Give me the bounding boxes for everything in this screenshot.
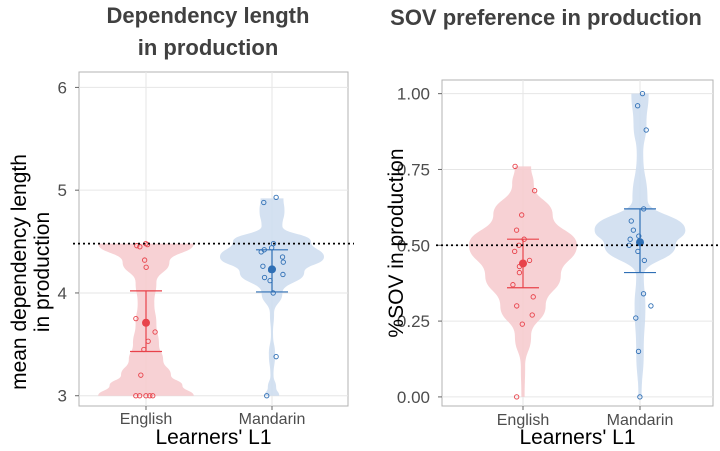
data-point	[635, 348, 642, 355]
data-point	[138, 372, 144, 378]
data-point	[512, 163, 518, 170]
y-tick-label: 0.75	[397, 160, 430, 179]
data-point	[279, 254, 286, 260]
series-english	[98, 240, 194, 399]
data-point	[526, 257, 533, 264]
data-point	[261, 274, 268, 281]
chart-title-sov-preference: SOV preference in production	[372, 2, 720, 34]
data-point	[519, 212, 525, 218]
data-point	[280, 259, 286, 265]
x-tick-label: English	[120, 411, 172, 428]
chart-title-line-1: Dependency length	[106, 3, 310, 28]
violin-mandarin	[220, 198, 324, 396]
data-point	[280, 271, 286, 278]
y-axis-title: in production	[31, 212, 54, 332]
data-point	[519, 321, 525, 327]
data-point	[147, 393, 153, 399]
data-point	[641, 257, 647, 264]
data-point	[648, 303, 654, 309]
chart-title-dependency-length: Dependency length in production	[58, 0, 358, 64]
data-point	[627, 236, 633, 242]
data-point	[514, 303, 520, 309]
data-point	[134, 243, 140, 249]
data-point	[633, 315, 639, 321]
data-point	[634, 103, 641, 109]
data-point	[640, 291, 647, 297]
chart-title-line-2: in production	[137, 35, 279, 60]
data-point	[510, 282, 516, 288]
y-axis-title: %SOV in production	[385, 148, 408, 337]
data-point	[530, 294, 536, 300]
data-point	[150, 393, 156, 399]
data-point	[133, 315, 139, 322]
data-point	[529, 312, 535, 318]
y-tick-label: 4	[58, 284, 67, 303]
chart-panel-1: 0.00 0.25 0.50 0.75 1.00 English MandarinLearn…	[385, 79, 719, 449]
data-point	[639, 90, 646, 97]
mean-point	[636, 238, 644, 247]
series-mandarin	[220, 194, 324, 399]
data-point	[270, 290, 276, 296]
data-point	[513, 227, 520, 233]
x-tick-label: Mandarin	[607, 412, 674, 429]
data-point	[273, 354, 279, 360]
mean-point	[142, 318, 150, 327]
y-tick-label: 1.00	[397, 85, 430, 104]
x-tick-label: English	[497, 412, 549, 429]
data-point	[532, 188, 538, 194]
y-tick-label: 5	[58, 181, 67, 200]
x-axis-title: Learners' L1	[155, 426, 271, 449]
y-tick-label: 0.00	[397, 388, 430, 407]
data-point	[136, 393, 143, 399]
mean-point	[519, 259, 527, 268]
data-point	[637, 394, 643, 400]
data-point	[512, 248, 518, 254]
y-tick-label: 3	[58, 387, 67, 406]
data-point	[144, 242, 151, 248]
data-point	[516, 269, 523, 276]
data-point	[133, 393, 139, 399]
mean-point	[268, 265, 276, 274]
data-point	[141, 257, 148, 263]
y-tick-label: 0.25	[397, 312, 430, 331]
chart-title-line-1: SOV preference in production	[390, 5, 702, 30]
data-point	[643, 127, 649, 133]
data-point	[260, 263, 266, 269]
data-point	[152, 329, 158, 335]
data-point	[630, 227, 637, 233]
data-point	[264, 393, 270, 399]
series-english	[469, 163, 577, 400]
x-axis-title: Learners' L1	[519, 426, 635, 449]
data-point	[636, 233, 642, 239]
data-point	[628, 218, 634, 224]
data-point	[143, 393, 149, 399]
data-point	[273, 194, 279, 201]
x-tick-label: Mandarin	[239, 411, 306, 428]
y-tick-label: 6	[58, 78, 67, 97]
y-axis-title: mean dependency length	[8, 154, 31, 390]
data-point	[143, 264, 149, 270]
y-tick-label: 0.50	[397, 236, 430, 255]
data-point	[261, 199, 267, 206]
data-point	[514, 394, 520, 400]
